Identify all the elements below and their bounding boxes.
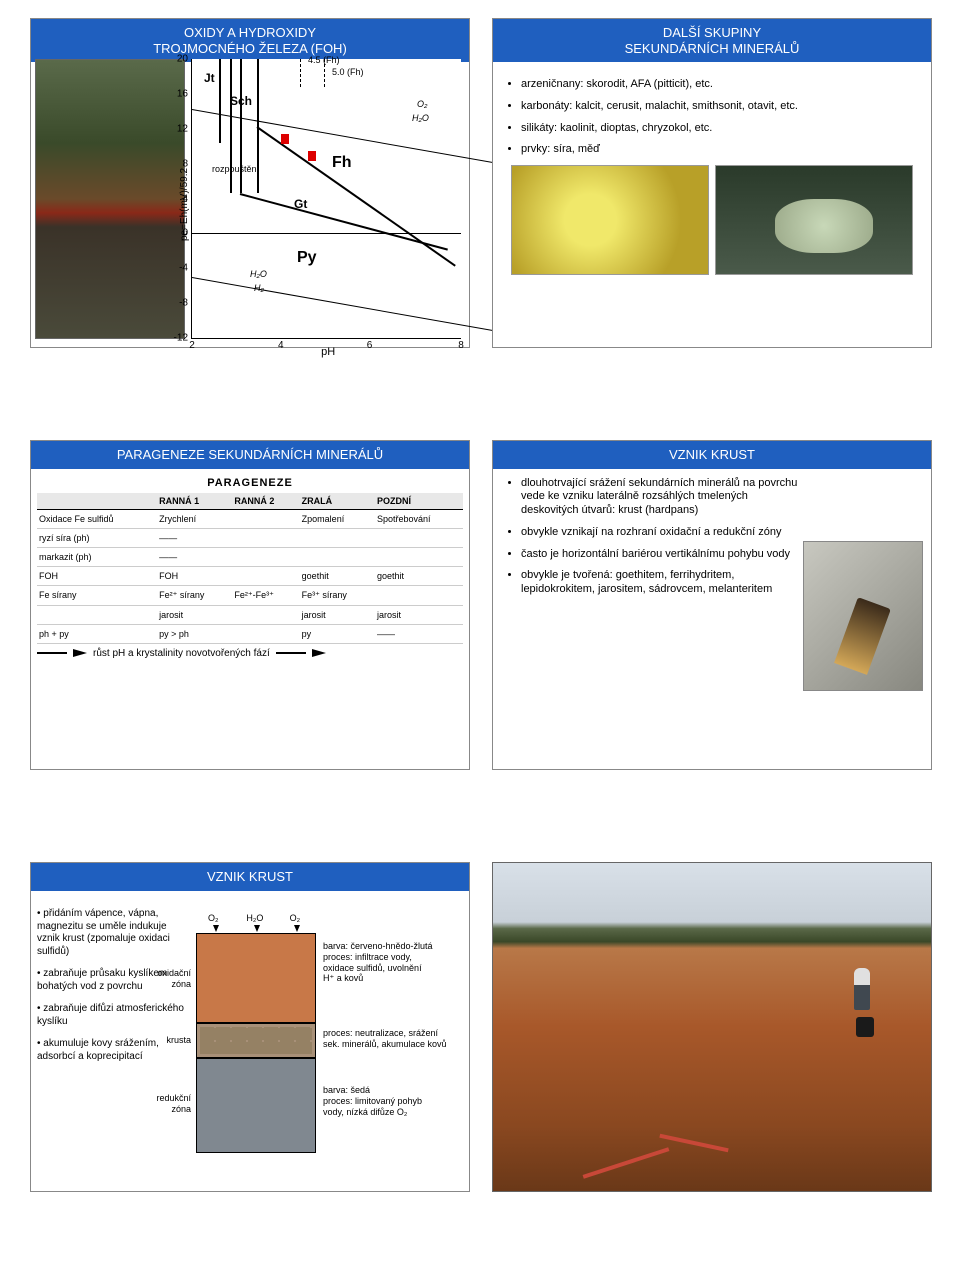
bag-figure [856, 1017, 874, 1037]
data-marker [308, 151, 316, 161]
slide-title: DALŠÍ SKUPINY SEKUNDÁRNÍCH MINERÁLŮ [493, 19, 931, 62]
col-header: ZRALÁ [300, 493, 375, 510]
stability-line [192, 277, 497, 332]
y-axis-label: pe=Eh(mV)/59.2 [179, 168, 190, 241]
col-header: RANNÁ 1 [157, 493, 232, 510]
slide-vznik-krust-1: VZNIK KRUST dlouhotrvající srážení sekun… [492, 440, 932, 770]
tool-figure [582, 1147, 669, 1179]
table-header-row: RANNÁ 1 RANNÁ 2 ZRALÁ POZDNÍ [37, 493, 463, 510]
zone-oxidacni [196, 933, 316, 1023]
xtick: 4 [278, 338, 284, 351]
zone-label: oxidační zóna [149, 968, 191, 990]
zone-redukcni [196, 1058, 316, 1153]
chart-label-rozp: rozpouštění [212, 164, 259, 174]
phase-line [219, 59, 221, 143]
diag-top-label: O₂ [208, 913, 219, 923]
table-row: markazit (ph)—— [37, 547, 463, 566]
field-photo [35, 59, 185, 339]
sulfur-photo [511, 165, 709, 275]
zone-desc: barva: červeno-hnědo-žlutá proces: infil… [323, 941, 463, 984]
slide-title: PARAGENEZE SEKUNDÁRNÍCH MINERÁLŮ [31, 441, 469, 469]
tool-figure [660, 1134, 729, 1152]
table-row: Fe síranyFe²⁺ síranyFe²⁺-Fe³⁺Fe³⁺ sírany [37, 585, 463, 605]
table-row: jarositjarositjarosit [37, 605, 463, 624]
zone-diagram: O₂ H₂O O₂ [196, 913, 316, 1163]
zone-desc: barva: šedá proces: limitovaný pohyb vod… [323, 1085, 463, 1117]
phase-line [256, 126, 455, 266]
table-row: ryzí síra (ph)—— [37, 528, 463, 547]
slide-body: arzeničnany: skorodit, AFA (pitticit), e… [493, 62, 931, 283]
down-arrow-icon [213, 925, 219, 932]
chart-label-h2o: H₂O [412, 113, 429, 123]
list-item: obvykle je tvořená: goethitem, ferrihydr… [521, 569, 806, 597]
parageneze-table: RANNÁ 1 RANNÁ 2 ZRALÁ POZDNÍ Oxidace Fe … [37, 493, 463, 644]
xtick: 6 [367, 338, 373, 351]
zone-label: redukční zóna [149, 1093, 191, 1115]
image-row [503, 165, 921, 275]
list-item: dlouhotrvající srážení sekundárních mine… [521, 477, 806, 518]
zone-desc: proces: neutralizace, srážení sek. miner… [323, 1028, 463, 1050]
slide-title: VZNIK KRUST [493, 441, 931, 469]
down-arrow-icon [294, 925, 300, 932]
slide-body: PARAGENEZE RANNÁ 1 RANNÁ 2 ZRALÁ POZDNÍ … [31, 469, 469, 663]
list-item: často je horizontální bariérou vertikáln… [521, 548, 806, 562]
x-axis-label: pH [321, 346, 335, 358]
slide-dalsi-skupiny: DALŠÍ SKUPINY SEKUNDÁRNÍCH MINERÁLŮ arze… [492, 18, 932, 348]
table-row: Oxidace Fe sulfidůZrychleníZpomaleníSpot… [37, 509, 463, 528]
zone-label: krusta [149, 1035, 191, 1046]
list-item: • zabraňuje difůzi atmosferického kyslík… [37, 1003, 187, 1028]
table-title: PARAGENEZE [37, 473, 463, 493]
zero-line [192, 233, 461, 234]
slide-parageneze: PARAGENEZE SEKUNDÁRNÍCH MINERÁLŮ PARAGEN… [30, 440, 470, 770]
arrow-line [276, 652, 306, 654]
chart-label-jt: Jt [204, 71, 215, 85]
list-item: prvky: síra, měď [521, 143, 921, 157]
list-item: obvykle vznikají na rozhraní oxidační a … [521, 526, 806, 540]
col-header [37, 493, 157, 510]
y-axis-container: pe=Eh(mV)/59.2 [186, 59, 198, 339]
xtick: 8 [458, 338, 464, 351]
data-marker [281, 134, 289, 144]
chart-label-fh: Fh [332, 154, 352, 172]
list-item: • přidáním vápence, vápna, magnezitu se … [37, 908, 187, 958]
hardpan-photo [803, 541, 923, 691]
arrow-line [37, 652, 67, 654]
chart-label-top2: 5.0 (Fh) [332, 67, 364, 77]
xtick: 2 [189, 338, 195, 351]
zone-krusta [196, 1023, 316, 1058]
table-row: FOHFOHgoethitgoethit [37, 566, 463, 585]
phase-line [240, 193, 448, 251]
tailings-photo [493, 863, 931, 1191]
slide-title: OXIDY A HYDROXIDY TROJMOCNÉHO ŽELEZA (FO… [31, 19, 469, 62]
chart-label-top1: 4.5 (Fh) [308, 55, 340, 65]
list-item: karbonáty: kalcit, cerusit, malachit, sm… [521, 100, 921, 114]
dashed-line [300, 59, 301, 87]
arrow-icon [312, 649, 326, 657]
chart-label-py: Py [297, 249, 317, 267]
arrow-caption: růst pH a krystalinity novotvořených fáz… [37, 648, 463, 659]
arrow-icon [73, 649, 87, 657]
table-row: ph + pypy > phpy—— [37, 624, 463, 643]
slide-title: VZNIK KRUST [31, 863, 469, 891]
chart-label-h2: H₂ [254, 283, 264, 293]
diag-top-label: H₂O [246, 913, 263, 923]
chart-label-o2: O₂ [417, 99, 427, 109]
person-figure [854, 968, 870, 1010]
down-arrow-icon [254, 925, 260, 932]
arrow-text: růst pH a krystalinity novotvořených fáz… [93, 648, 270, 659]
diag-top-label: O₂ [290, 913, 301, 923]
chart-label-h2o: H₂O [250, 269, 267, 279]
col-header: POZDNÍ [375, 493, 463, 510]
eh-ph-chart: 20 16 12 8 4 0 -4 -8 -12 2 4 6 8 Jt Sch [191, 59, 461, 339]
list-item: arzeničnany: skorodit, AFA (pitticit), e… [521, 78, 921, 92]
slide-vznik-krust-2: VZNIK KRUST • přidáním vápence, vápna, m… [30, 862, 470, 1192]
chart-label-sch: Sch [230, 94, 252, 108]
slide-field-photo [492, 862, 932, 1192]
list-item: silikáty: kaolinit, dioptas, chryzokol, … [521, 122, 921, 136]
col-header: RANNÁ 2 [232, 493, 299, 510]
slide-foh: OXIDY A HYDROXIDY TROJMOCNÉHO ŽELEZA (FO… [30, 18, 470, 348]
chart-label-gt: Gt [294, 197, 307, 211]
mineral-photo [715, 165, 913, 275]
